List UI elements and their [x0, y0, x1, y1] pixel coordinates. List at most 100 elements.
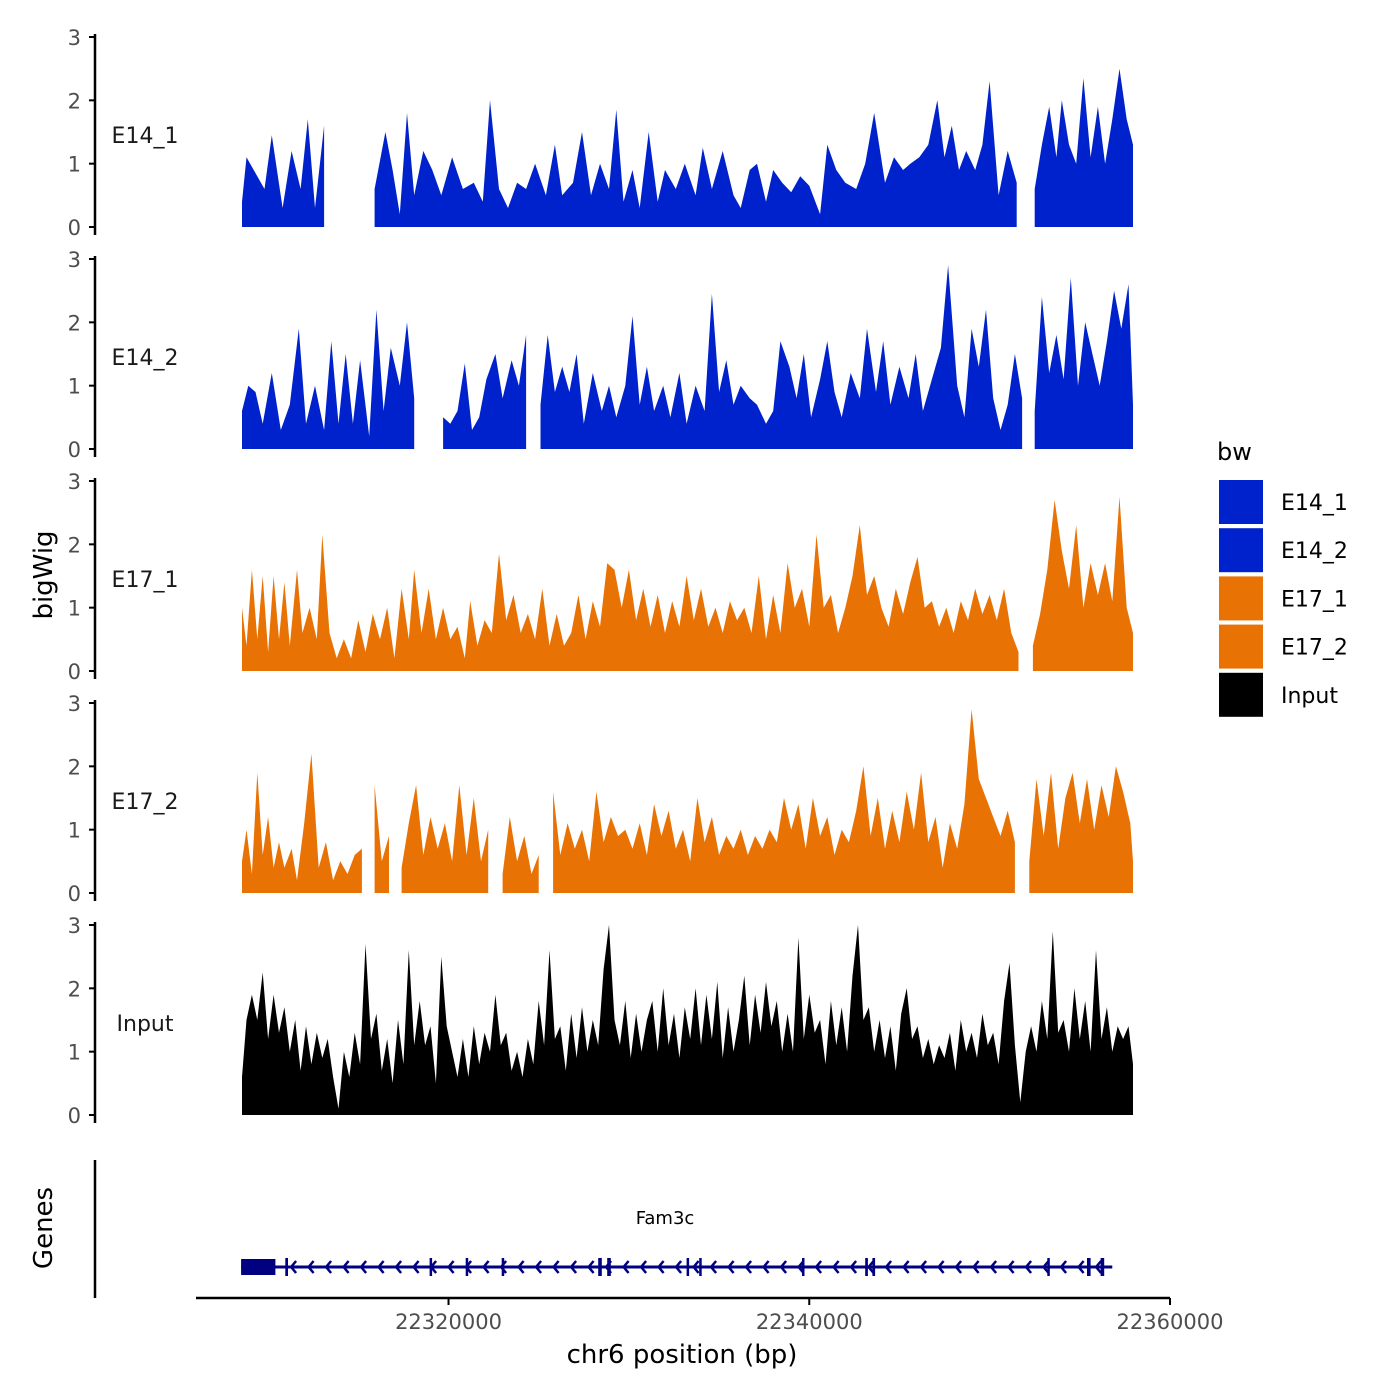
gene-label-Fam3c: Fam3c — [636, 1208, 695, 1229]
strand-arrow-37 — [936, 1260, 945, 1274]
strand-arrow-23 — [691, 1260, 700, 1274]
x-axis: 22320000 22340000 22360000 — [196, 1296, 1224, 1334]
strand-arrow-9 — [446, 1260, 455, 1274]
strand-arrow-30 — [814, 1260, 823, 1274]
y-tick-label-E14_1-2: 2 — [68, 89, 81, 113]
track-Input: 0 1 2 3 Input — [68, 914, 1134, 1128]
exon-6 — [607, 1258, 611, 1276]
legend-key-E17_2 — [1219, 624, 1263, 669]
area-segment-E17_2-5 — [1029, 766, 1133, 893]
legend-key-Input — [1219, 672, 1263, 717]
strand-arrow-16 — [569, 1260, 578, 1274]
legend-label-Input: Input — [1281, 684, 1338, 709]
y-tick-label-E17_2-0: 0 — [68, 882, 81, 906]
track-label-E17_2: E17_2 — [112, 790, 179, 815]
y-tick-label-E17_1-2: 2 — [68, 533, 81, 557]
area-segment-E14_2-0 — [242, 309, 415, 449]
area-segment-E14_2-3 — [540, 265, 1023, 449]
area-segment-E17_1-0 — [242, 525, 1019, 671]
strand-arrow-46 — [1094, 1260, 1103, 1274]
area-segment-E17_2-1 — [374, 785, 389, 893]
area-E17_2 — [241, 709, 1134, 893]
y-axis-title-bigwig: bigWig — [29, 530, 59, 619]
strand-arrow-5 — [376, 1260, 385, 1274]
strand-arrow-31 — [831, 1260, 840, 1274]
legend: bw E14_1 E14_2 E17_1 E17_2 Input — [1217, 438, 1348, 717]
genes-panel: Fam3c — [93, 1160, 1113, 1298]
x-tick-label-22360000: 22360000 — [1117, 1310, 1224, 1334]
y-tick-label-E17_1-3: 3 — [68, 470, 81, 494]
track-label-E14_1: E14_1 — [112, 124, 179, 149]
y-tick-label-E17_1-1: 1 — [68, 597, 81, 621]
exon-14 — [1100, 1258, 1105, 1276]
strand-arrow-17 — [586, 1260, 595, 1274]
strand-arrow-26 — [744, 1260, 753, 1274]
strand-arrow-22 — [674, 1260, 683, 1274]
y-tick-label-E17_1-0: 0 — [68, 660, 81, 684]
track-label-E17_1: E17_1 — [112, 568, 179, 593]
area-segment-Input-0 — [242, 925, 1133, 1115]
y-tick-label-E17_2-3: 3 — [68, 692, 81, 716]
strand-arrow-24 — [709, 1260, 718, 1274]
strand-arrow-12 — [499, 1260, 508, 1274]
legend-key-E17_1 — [1219, 576, 1263, 621]
track-label-Input: Input — [117, 1012, 174, 1037]
strand-arrow-21 — [656, 1260, 665, 1274]
exon-1 — [285, 1258, 288, 1276]
exon-9 — [802, 1258, 805, 1276]
strand-arrow-43 — [1041, 1260, 1050, 1274]
strand-arrow-27 — [761, 1260, 770, 1274]
strand-arrow-25 — [726, 1260, 735, 1274]
track-E14_1: 0 1 2 3 E14_1 — [68, 26, 1134, 240]
strand-arrow-32 — [849, 1260, 858, 1274]
exon-7 — [686, 1258, 690, 1276]
strand-arrow-41 — [1006, 1260, 1015, 1274]
y-tick-label-E14_2-3: 3 — [68, 248, 81, 272]
track-label-E14_2: E14_2 — [112, 346, 179, 371]
legend-title: bw — [1217, 438, 1252, 466]
area-E14_1 — [241, 68, 1134, 227]
bigwig-tracks: 0 1 2 3 E14_1 0 1 2 3 E14_2 0 1 2 3 E17_1 0 1 2 3 E17_2 0 1 2 3… — [68, 26, 1134, 1128]
area-segment-E17_2-0 — [242, 753, 362, 893]
strand-arrow-20 — [639, 1260, 648, 1274]
exon-13 — [1087, 1258, 1091, 1276]
strand-arrow-44 — [1059, 1260, 1068, 1274]
strand-arrow-13 — [516, 1260, 525, 1274]
strand-arrow-35 — [901, 1260, 910, 1274]
track-E14_2: 0 1 2 3 E14_2 — [68, 248, 1134, 462]
y-tick-label-E17_2-1: 1 — [68, 819, 81, 843]
area-segment-E14_1-0 — [242, 119, 325, 227]
exon-0 — [241, 1259, 276, 1275]
y-axis-title-genes: Genes — [29, 1187, 59, 1269]
legend-label-E14_2: E14_2 — [1281, 539, 1348, 564]
x-tick-label-22340000: 22340000 — [756, 1310, 863, 1334]
strand-arrow-39 — [971, 1260, 980, 1274]
y-tick-label-E14_1-3: 3 — [68, 26, 81, 50]
strand-arrow-34 — [884, 1260, 893, 1274]
strand-arrow-19 — [621, 1260, 630, 1274]
y-tick-label-E14_1-1: 1 — [68, 153, 81, 177]
exon-4 — [501, 1258, 505, 1276]
strand-arrow-33 — [866, 1260, 875, 1274]
strand-arrow-11 — [481, 1260, 490, 1274]
area-segment-E14_1-4 — [1034, 68, 1133, 227]
area-segment-E14_2-4 — [1034, 278, 1133, 449]
area-Input — [241, 924, 1134, 1115]
y-tick-label-Input-1: 1 — [68, 1041, 81, 1065]
y-tick-label-E14_2-0: 0 — [68, 438, 81, 462]
legend-label-E17_2: E17_2 — [1281, 636, 1348, 661]
area-E14_2 — [241, 265, 1134, 449]
y-tick-label-E17_2-2: 2 — [68, 755, 81, 779]
strand-arrow-1 — [306, 1260, 315, 1274]
legend-key-E14_1 — [1219, 480, 1263, 524]
y-tick-label-Input-0: 0 — [68, 1104, 81, 1128]
strand-arrow-3 — [341, 1260, 350, 1274]
legend-label-E14_1: E14_1 — [1281, 491, 1348, 516]
legend-label-E17_1: E17_1 — [1281, 587, 1348, 612]
area-segment-E14_2-2 — [443, 335, 527, 449]
y-tick-label-E14_2-2: 2 — [68, 311, 81, 335]
area-E17_1 — [241, 496, 1134, 671]
strand-arrow-38 — [954, 1260, 963, 1274]
strand-arrow-7 — [411, 1260, 420, 1274]
